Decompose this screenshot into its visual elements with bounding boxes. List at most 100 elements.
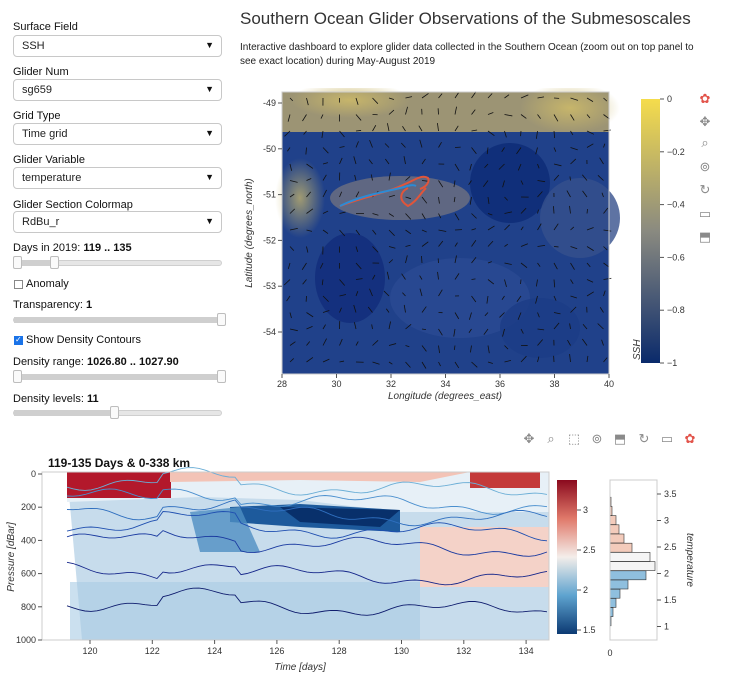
section-y-tick: 0 — [31, 469, 36, 479]
density-contours — [66, 467, 548, 616]
transparency-label-text: Transparency: — [13, 299, 83, 311]
glider-num-select[interactable]: sg659 ▼ — [13, 79, 222, 101]
map-y-tick: -53 — [263, 281, 276, 291]
map-y-axis: -49 -50 -51 -52 -53 -54 — [263, 98, 282, 337]
section-colormap-select[interactable]: RdBu_r ▼ — [13, 211, 222, 233]
ssh-colorbar — [641, 99, 660, 363]
transparency-label: Transparency: 1 — [13, 299, 92, 311]
section-y-tick: 400 — [21, 535, 36, 545]
reset-icon[interactable]: ↻ — [699, 182, 711, 197]
ssh-colorbar-label: SSH — [632, 339, 643, 360]
histogram-y-tick: 1.5 — [664, 595, 677, 605]
density-range-end-handle[interactable] — [217, 370, 226, 383]
density-levels-handle[interactable] — [110, 406, 119, 419]
section-x-tick: 128 — [332, 646, 347, 656]
glider-variable-select[interactable]: temperature ▼ — [13, 167, 222, 189]
ssh-colorbar-tick: 0 — [667, 94, 672, 104]
map-x-tick: 36 — [495, 379, 505, 389]
box-select-icon[interactable]: ⬚ — [567, 431, 581, 446]
section-x-axis: 120 122 124 126 128 130 132 134 — [82, 640, 534, 656]
grid-type-select[interactable]: Time grid ▼ — [13, 123, 222, 145]
bokeh-logo-icon[interactable]: ✿ — [684, 431, 696, 446]
box-zoom-icon[interactable]: ⌕ — [701, 135, 709, 150]
transparency-slider[interactable] — [13, 313, 226, 326]
density-contours-label: Show Density Contours — [26, 334, 141, 346]
section-colorbar-axis: 3 2.5 2 1.5 — [577, 505, 596, 635]
density-range-start-handle[interactable] — [13, 370, 22, 383]
section-x-tick: 126 — [269, 646, 284, 656]
map-x-tick: 32 — [386, 379, 396, 389]
section-x-tick: 130 — [394, 646, 409, 656]
transparency-slider-fill — [14, 317, 221, 323]
section-y-tick: 800 — [21, 602, 36, 612]
glider-num-label: Glider Num — [13, 66, 69, 78]
chevron-down-icon: ▼ — [205, 40, 214, 50]
save-icon[interactable]: ⬒ — [698, 229, 712, 244]
section-x-tick: 124 — [207, 646, 222, 656]
section-y-label: Pressure [dBar] — [6, 522, 17, 592]
wheel-zoom-icon[interactable]: ⊚ — [699, 159, 711, 174]
transparency-handle[interactable] — [217, 313, 226, 326]
ssh-colorbar-axis: 0 −0.2 −0.4 −0.6 −0.8 −1 — [660, 94, 685, 368]
days-slider[interactable] — [13, 256, 222, 269]
glider-variable-label: Glider Variable — [13, 154, 85, 166]
map-x-tick: 28 — [277, 379, 287, 389]
hover-icon[interactable]: ▭ — [660, 431, 674, 446]
density-levels-slider[interactable] — [13, 406, 222, 419]
density-range-slider-fill — [17, 374, 220, 380]
reset-icon[interactable]: ↻ — [638, 431, 650, 446]
transparency-value: 1 — [85, 299, 93, 311]
section-y-tick: 1000 — [16, 635, 36, 645]
section-colormap-label: Glider Section Colormap — [13, 199, 133, 211]
days-value: 119 .. 135 — [83, 242, 132, 254]
page-description: Interactive dashboard to explore glider … — [240, 42, 694, 67]
surface-field-select[interactable]: SSH ▼ — [13, 35, 222, 57]
map-y-tick: -51 — [263, 190, 276, 200]
histogram-y-tick: 3 — [664, 516, 669, 526]
anomaly-label: Anomaly — [26, 278, 69, 290]
section-x-tick: 132 — [456, 646, 471, 656]
density-range-label-text: Density range: — [13, 356, 84, 368]
section-title: 119-135 Days & 0-338 km — [48, 456, 190, 470]
temperature-histogram — [609, 496, 656, 627]
map-y-tick: -50 — [263, 144, 276, 154]
map-y-tick: -49 — [263, 98, 276, 108]
chevron-down-icon: ▼ — [205, 172, 214, 182]
hover-icon[interactable]: ▭ — [698, 206, 712, 221]
map-x-tick: 34 — [440, 379, 450, 389]
glider-track — [339, 175, 430, 208]
bokeh-logo-icon[interactable]: ✿ — [699, 91, 711, 106]
histogram-y-tick: 3.5 — [664, 489, 677, 499]
ssh-colorbar-tick: −1 — [667, 358, 677, 368]
glider-section-plot[interactable]: 119-135 Days & 0-338 km 120 122 124 126 128 1… — [0, 452, 752, 673]
density-range-value: 1026.80 .. 1027.90 — [87, 356, 179, 368]
section-colorbar-tick: 2 — [583, 585, 588, 595]
save-icon[interactable]: ⬒ — [613, 431, 627, 446]
density-range-label: Density range: 1026.80 .. 1027.90 — [13, 356, 179, 368]
map-y-label: Latitude (degrees_north) — [244, 178, 255, 288]
days-start-handle[interactable] — [13, 256, 22, 269]
wheel-zoom-icon[interactable]: ⊚ — [591, 431, 603, 446]
ssh-colorbar-tick: −0.4 — [667, 200, 685, 210]
box-zoom-icon[interactable]: ⌕ — [547, 431, 555, 446]
glider-variable-value: temperature — [22, 172, 82, 184]
density-levels-slider-fill — [14, 410, 113, 416]
days-end-handle[interactable] — [50, 256, 59, 269]
surface-field-label: Surface Field — [13, 21, 78, 33]
histogram-y-tick: 1 — [664, 622, 669, 632]
anomaly-checkbox[interactable] — [14, 280, 23, 289]
chevron-down-icon: ▼ — [205, 128, 214, 138]
density-range-slider[interactable] — [13, 370, 226, 383]
map-x-tick: 40 — [604, 379, 614, 389]
temperature-section — [42, 472, 549, 640]
chevron-down-icon: ▼ — [205, 216, 214, 226]
ssh-colorbar-tick: −0.2 — [667, 147, 685, 157]
surface-field-value: SSH — [22, 40, 45, 52]
pan-icon[interactable]: ✥ — [699, 114, 711, 129]
pan-icon[interactable]: ✥ — [523, 431, 535, 446]
grid-type-value: Time grid — [22, 128, 68, 140]
ssh-map-plot[interactable]: 28 30 32 34 36 38 40 -49 -50 -51 -52 -53 -54 Longit… — [240, 88, 715, 410]
section-colorbar-tick: 3 — [583, 505, 588, 515]
density-contours-checkbox[interactable] — [14, 335, 23, 345]
map-y-tick: -52 — [263, 235, 276, 245]
